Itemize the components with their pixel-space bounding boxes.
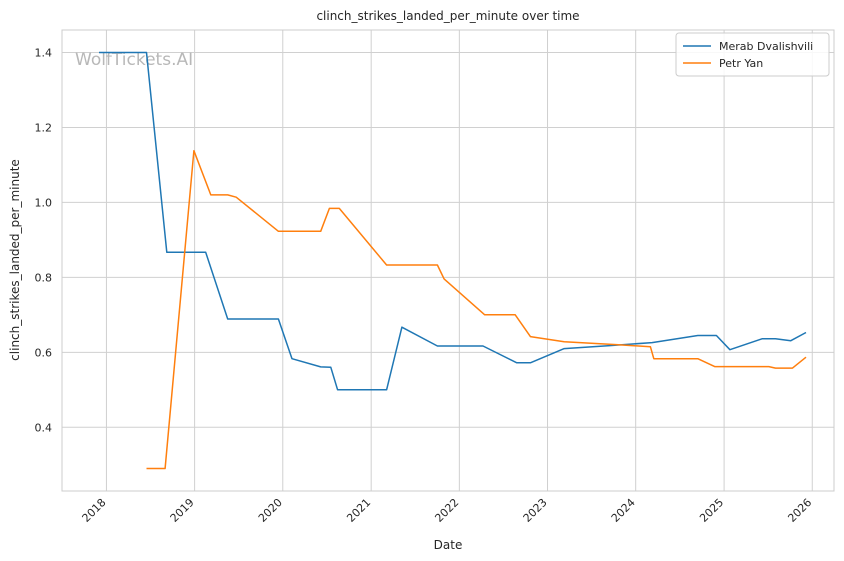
plot-frame <box>61 29 835 492</box>
legend: Merab Dvalishvili Petr Yan <box>675 32 830 77</box>
y-tick-label: 1.2 <box>35 121 53 134</box>
legend-entry: Petr Yan <box>719 57 763 70</box>
y-tick-label: 1.0 <box>35 196 53 209</box>
series-line-1 <box>146 149 807 470</box>
series-layer <box>99 51 807 470</box>
y-axis-label: clinch_strikes_landed_per_minute <box>8 159 22 361</box>
y-axis: 0.4 0.6 0.8 1.0 1.2 1.4 <box>35 46 53 434</box>
y-tick-label: 0.8 <box>35 271 53 284</box>
x-axis-label: Date <box>434 538 463 552</box>
legend-entry: Merab Dvalishvili <box>719 40 813 53</box>
legend-box <box>675 32 830 77</box>
y-tick-label: 0.6 <box>35 346 53 359</box>
watermark: WolfTickets.AI <box>75 50 193 70</box>
y-tick-label: 1.4 <box>35 46 53 59</box>
grid <box>62 30 834 491</box>
series-line-0 <box>99 51 807 391</box>
y-tick-label: 0.4 <box>35 421 53 434</box>
chart-title: clinch_strikes_landed_per_minute over ti… <box>316 9 579 23</box>
